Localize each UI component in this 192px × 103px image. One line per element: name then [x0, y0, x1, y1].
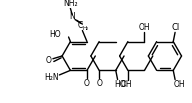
- Text: O: O: [83, 79, 89, 88]
- Text: Cl: Cl: [172, 23, 180, 32]
- Text: HO: HO: [115, 80, 126, 89]
- Text: OH: OH: [120, 80, 132, 89]
- Text: H₂N: H₂N: [45, 73, 59, 82]
- Text: C: C: [78, 21, 83, 30]
- Text: O: O: [96, 79, 102, 88]
- Text: OH: OH: [139, 23, 150, 32]
- Text: O: O: [45, 56, 51, 65]
- Text: N: N: [69, 12, 75, 21]
- Text: HO: HO: [50, 30, 61, 39]
- Text: NH₂: NH₂: [63, 0, 78, 8]
- Text: H₂: H₂: [83, 26, 89, 31]
- Text: OH: OH: [174, 80, 185, 89]
